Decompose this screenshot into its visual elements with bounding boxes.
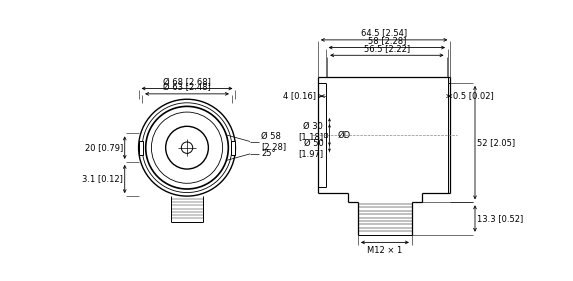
Text: 20 [0.79]: 20 [0.79] [85, 143, 123, 152]
Text: Ø 63 [2.48]: Ø 63 [2.48] [163, 83, 211, 92]
Text: 56.5 [2.22]: 56.5 [2.22] [364, 44, 410, 53]
Bar [139, 140, 143, 155]
Text: 3.1 [0.12]: 3.1 [0.12] [83, 175, 123, 183]
Text: 0.5 [0.02]: 0.5 [0.02] [453, 92, 493, 101]
Bar [324, 133, 327, 137]
Text: 4 [0.16]: 4 [0.16] [282, 92, 316, 101]
Text: Ø 68 [2.68]: Ø 68 [2.68] [163, 78, 211, 87]
Text: M12 × 1: M12 × 1 [367, 246, 402, 255]
Text: Ø 50
[1.97]: Ø 50 [1.97] [298, 139, 323, 158]
Text: 58 [2.28]: 58 [2.28] [368, 36, 406, 45]
Text: ØD: ØD [337, 130, 350, 139]
Text: 13.3 [0.52]: 13.3 [0.52] [477, 214, 524, 223]
Text: Ø 30
[1.18]: Ø 30 [1.18] [298, 121, 323, 141]
Text: Ø 58
[2.28]: Ø 58 [2.28] [261, 132, 286, 151]
Text: 25°: 25° [261, 149, 276, 158]
Bar [231, 140, 236, 155]
Text: 64.5 [2.54]: 64.5 [2.54] [361, 29, 407, 38]
Text: 52 [2.05]: 52 [2.05] [477, 138, 516, 147]
